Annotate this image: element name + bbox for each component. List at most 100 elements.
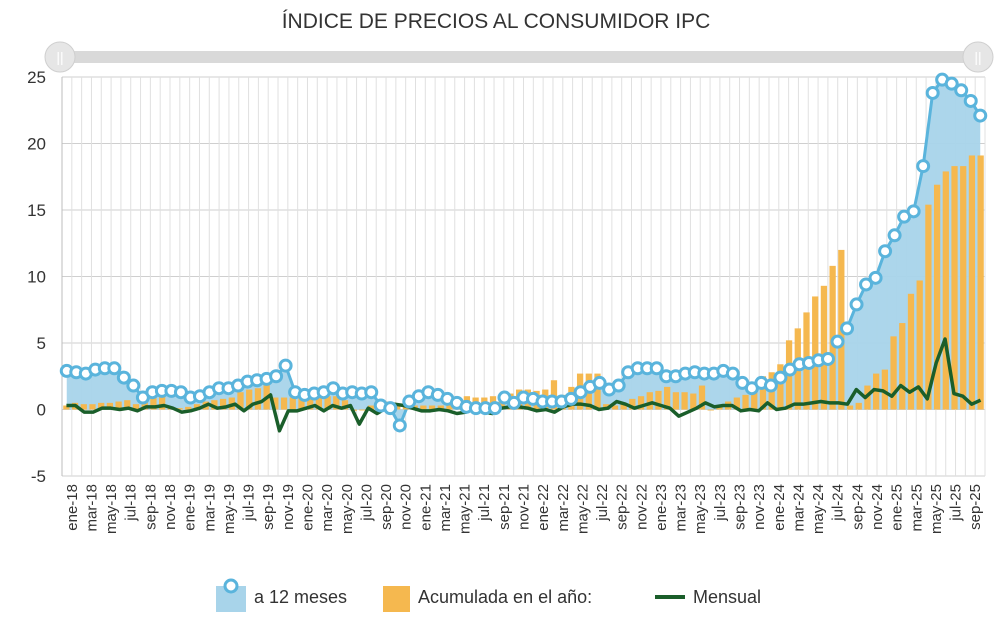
bar-acumulada [664, 386, 671, 410]
x-tick-label: may-24 [810, 484, 827, 534]
marker-12-meses [954, 83, 969, 98]
bar-acumulada [751, 388, 758, 410]
x-tick-label: nov-21 [516, 484, 533, 530]
bar-acumulada [820, 285, 828, 410]
bar-acumulada [951, 166, 958, 410]
marker-12-meses [773, 370, 788, 385]
bar-acumulada [185, 406, 192, 410]
y-tick-label: 25 [27, 68, 46, 87]
x-tick-label: may-20 [339, 484, 356, 534]
marker-12-meses [820, 351, 835, 366]
marker-12-meses [859, 277, 874, 292]
bar-acumulada [420, 405, 427, 410]
bar-acumulada [272, 397, 279, 410]
bar-acumulada [159, 396, 166, 410]
bar-acumulada [707, 409, 714, 411]
markers-series-12-meses [59, 72, 988, 433]
x-tick-label: sep-18 [142, 484, 159, 530]
x-tick-label: jul-21 [476, 484, 493, 522]
bar-acumulada [289, 397, 296, 410]
bar-acumulada [98, 402, 105, 410]
bar-acumulada [80, 404, 87, 410]
bar-acumulada [437, 405, 444, 410]
bar-acumulada [341, 400, 349, 410]
bar-acumulada [315, 397, 323, 410]
marker-12-meses [116, 370, 131, 385]
marker-12-meses [963, 93, 978, 108]
x-tick-label: nov-19 [280, 484, 297, 530]
bar-acumulada [733, 397, 740, 410]
range-slider-track[interactable] [60, 51, 978, 63]
bar-acumulada [219, 398, 227, 410]
x-tick-label: may-18 [103, 484, 120, 534]
marker-12-meses [725, 366, 740, 381]
bar-acumulada [907, 293, 915, 410]
bar-acumulada [925, 204, 932, 410]
x-tick-label: mar-21 [437, 484, 454, 532]
x-tick-label: jul-24 [830, 484, 847, 522]
range-slider-left-handle[interactable] [44, 41, 76, 73]
range-slider[interactable]: || || [44, 41, 994, 73]
x-tick-label: nov-18 [162, 484, 179, 530]
marker-12-meses [611, 378, 626, 393]
bar-acumulada [280, 397, 288, 410]
x-tick-label: mar-25 [908, 484, 925, 532]
x-tick-label: ene-23 [653, 484, 670, 531]
bar-acumulada [672, 392, 680, 410]
x-tick-label: nov-22 [633, 484, 650, 530]
bar-acumulada [298, 396, 305, 410]
bar-acumulada [646, 392, 653, 410]
legend-swatch-bar [383, 586, 410, 612]
marker-12-meses [383, 401, 398, 416]
range-slider-right-handle[interactable] [962, 41, 994, 73]
bar-acumulada [942, 171, 949, 410]
y-tick-label: 20 [27, 135, 46, 154]
bar-acumulada [777, 364, 784, 410]
x-tick-label: ene-18 [64, 484, 81, 531]
bar-acumulada [115, 401, 122, 410]
marker-12-meses [269, 369, 284, 384]
bar-acumulada [968, 155, 976, 410]
y-axis-ticks: 25 20 15 10 5 0 -5 [27, 68, 46, 486]
x-tick-label: mar-23 [673, 484, 690, 532]
bar-acumulada [742, 394, 749, 410]
bar-acumulada [890, 336, 897, 410]
legend-item-acumulada[interactable]: Acumulada en el año: [383, 586, 592, 612]
bar-acumulada [759, 376, 767, 410]
x-tick-label: jul-23 [712, 484, 729, 522]
y-tick-label: 0 [37, 401, 46, 420]
marker-12-meses [916, 159, 931, 174]
legend-item-mensual[interactable]: Mensual [655, 587, 761, 607]
marker-12-meses [763, 378, 778, 393]
bar-acumulada [960, 166, 967, 410]
marker-12-meses [649, 361, 664, 376]
bar-acumulada [333, 396, 340, 410]
x-tick-label: ene-21 [417, 484, 434, 531]
bar-acumulada [193, 404, 201, 410]
x-tick-label: mar-19 [201, 484, 218, 532]
bar-acumulada [176, 408, 183, 410]
marker-12-meses [878, 244, 893, 259]
y-tick-label: -5 [31, 467, 46, 486]
x-tick-label: sep-21 [496, 484, 513, 530]
bar-acumulada [594, 373, 601, 410]
bar-acumulada [881, 369, 888, 410]
bar-acumulada [812, 296, 819, 410]
bar-acumulada [307, 398, 314, 410]
y-tick-label: 15 [27, 201, 46, 220]
x-tick-label: jul-20 [358, 484, 375, 522]
bar-acumulada [254, 388, 262, 410]
grip-icon: || [56, 49, 63, 65]
legend-item-12-meses[interactable]: a 12 meses [216, 578, 347, 612]
x-tick-label: jul-22 [594, 484, 611, 522]
x-tick-label: jul-18 [123, 484, 140, 522]
x-tick-label: ene-22 [535, 484, 552, 531]
marker-12-meses [840, 321, 855, 336]
x-tick-label: sep-24 [849, 484, 866, 530]
x-tick-label: sep-22 [614, 484, 631, 530]
x-tick-label: ene-19 [182, 484, 199, 531]
line-series-mensual [66, 337, 982, 433]
bar-acumulada [637, 396, 645, 410]
bar-acumulada [855, 402, 862, 410]
